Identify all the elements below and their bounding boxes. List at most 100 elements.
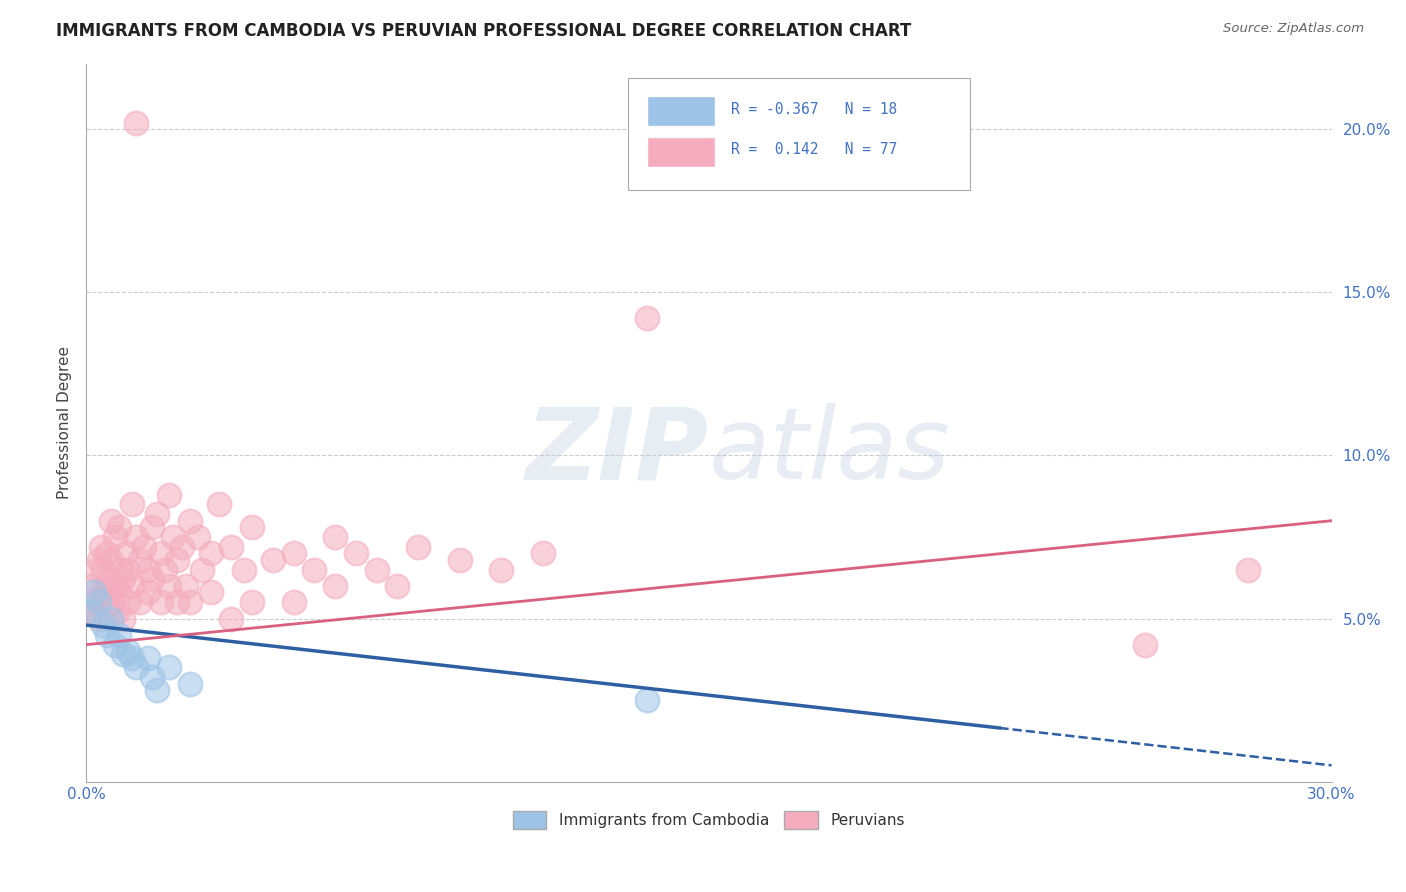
Text: R = -0.367   N = 18: R = -0.367 N = 18 <box>731 102 897 117</box>
Point <box>323 530 346 544</box>
Point <box>100 553 122 567</box>
Point <box>96 628 118 642</box>
Point <box>121 650 143 665</box>
Point <box>200 546 222 560</box>
Point <box>105 605 128 619</box>
Point <box>138 650 160 665</box>
Legend: Immigrants from Cambodia, Peruvians: Immigrants from Cambodia, Peruvians <box>506 805 911 835</box>
Point <box>149 546 172 560</box>
Point <box>91 618 114 632</box>
Point <box>117 563 139 577</box>
Point <box>90 540 112 554</box>
Point <box>221 540 243 554</box>
Point <box>531 546 554 560</box>
Point <box>262 553 284 567</box>
Text: IMMIGRANTS FROM CAMBODIA VS PERUVIAN PROFESSIONAL DEGREE CORRELATION CHART: IMMIGRANTS FROM CAMBODIA VS PERUVIAN PRO… <box>56 22 911 40</box>
Point <box>406 540 429 554</box>
Point <box>179 595 201 609</box>
Point <box>449 553 471 567</box>
Point <box>117 595 139 609</box>
Point <box>79 605 101 619</box>
Point <box>87 553 110 567</box>
Point <box>179 514 201 528</box>
Point <box>153 563 176 577</box>
Point <box>187 530 209 544</box>
Point <box>162 530 184 544</box>
Point <box>141 573 163 587</box>
Point <box>94 595 117 609</box>
Point <box>108 520 131 534</box>
Point <box>104 530 127 544</box>
Point <box>114 546 136 560</box>
Point <box>141 670 163 684</box>
Point <box>170 540 193 554</box>
Point <box>82 595 104 609</box>
Point <box>129 595 152 609</box>
Point <box>304 563 326 577</box>
Point <box>121 579 143 593</box>
Point <box>87 611 110 625</box>
Point <box>166 553 188 567</box>
Point <box>83 585 105 599</box>
Point <box>125 116 148 130</box>
Point <box>91 585 114 599</box>
Point <box>208 497 231 511</box>
Point <box>240 520 263 534</box>
Point <box>489 563 512 577</box>
Point <box>101 595 124 609</box>
Point <box>96 546 118 560</box>
Point <box>108 585 131 599</box>
Point <box>283 546 305 560</box>
Point <box>91 563 114 577</box>
Point <box>157 579 180 593</box>
Point <box>134 540 156 554</box>
Point <box>387 579 409 593</box>
Text: Source: ZipAtlas.com: Source: ZipAtlas.com <box>1223 22 1364 36</box>
Point <box>96 585 118 599</box>
Point <box>232 563 254 577</box>
Point <box>138 585 160 599</box>
Point <box>112 611 135 625</box>
Point <box>145 683 167 698</box>
Point <box>200 585 222 599</box>
Text: ZIP: ZIP <box>526 403 709 500</box>
Point <box>221 611 243 625</box>
Point <box>344 546 367 560</box>
Bar <box>647 96 716 127</box>
Point <box>1237 563 1260 577</box>
Point <box>117 644 139 658</box>
Point <box>166 595 188 609</box>
Point <box>138 563 160 577</box>
Point <box>174 579 197 593</box>
Point <box>191 563 214 577</box>
Point <box>100 514 122 528</box>
Point <box>108 628 131 642</box>
FancyBboxPatch shape <box>628 78 970 190</box>
Point <box>1133 638 1156 652</box>
Point <box>97 573 120 587</box>
Point <box>104 579 127 593</box>
Point <box>100 611 122 625</box>
Text: R =  0.142   N = 77: R = 0.142 N = 77 <box>731 142 897 157</box>
Point <box>104 638 127 652</box>
Point <box>129 553 152 567</box>
Point <box>83 605 105 619</box>
Point <box>141 520 163 534</box>
Point <box>283 595 305 609</box>
Point <box>112 648 135 662</box>
Point <box>110 563 132 577</box>
Point <box>179 677 201 691</box>
Point <box>636 311 658 326</box>
Point <box>366 563 388 577</box>
Point <box>87 595 110 609</box>
Point <box>323 579 346 593</box>
Point <box>125 660 148 674</box>
Point <box>145 507 167 521</box>
Point <box>240 595 263 609</box>
Point <box>79 579 101 593</box>
Text: atlas: atlas <box>709 403 950 500</box>
Point <box>112 573 135 587</box>
Bar <box>647 136 716 167</box>
Point <box>149 595 172 609</box>
Point <box>125 530 148 544</box>
